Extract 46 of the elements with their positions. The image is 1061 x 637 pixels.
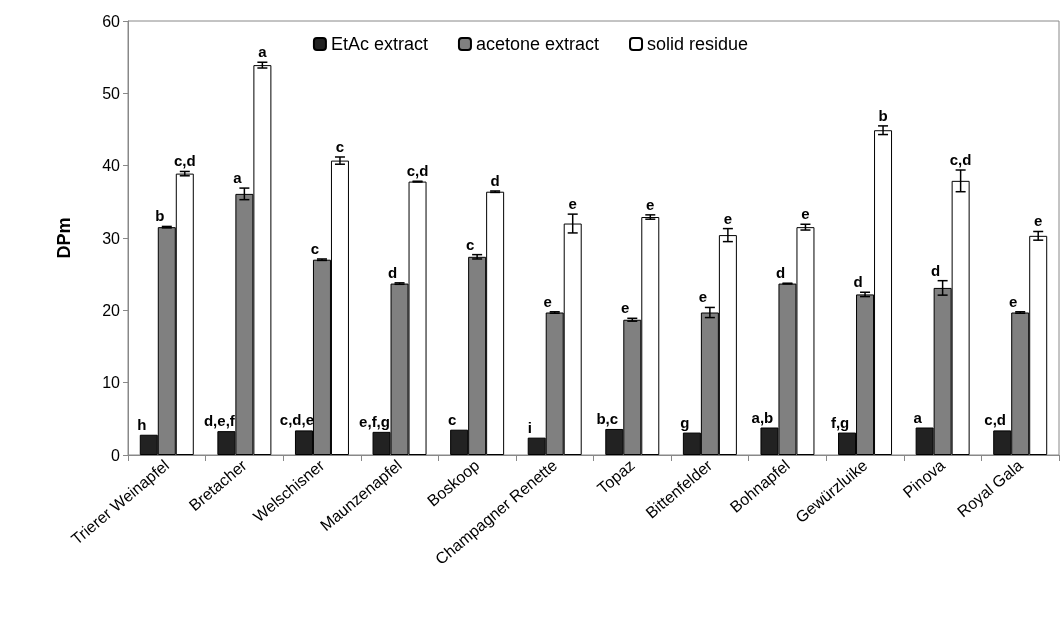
data-label: e [646, 195, 655, 213]
data-label: a [913, 408, 923, 426]
data-label: i [527, 418, 532, 436]
data-label: c [310, 239, 320, 257]
data-label: b [878, 106, 888, 124]
data-label: h [137, 415, 147, 433]
y-tick-label: 40 [102, 157, 121, 175]
data-label: c,d [949, 151, 972, 169]
data-label: a [233, 169, 243, 187]
legend-label: acetone extract [475, 34, 600, 54]
data-label: a [258, 43, 268, 61]
data-label: d [853, 273, 863, 291]
y-tick-label: 60 [102, 12, 121, 30]
y-tick-label: 30 [102, 229, 121, 247]
data-label: e [621, 299, 630, 317]
data-label: e [698, 288, 708, 306]
y-axis-title: DPm [54, 217, 74, 259]
y-tick-label: 50 [102, 84, 121, 102]
data-label: f,g [830, 413, 850, 431]
data-label: b [155, 207, 165, 225]
data-label: c,d [984, 411, 1007, 429]
y-tick-label: 0 [111, 446, 121, 464]
data-label: e,f,g [359, 412, 390, 430]
data-label: e [801, 205, 810, 223]
data-label: e [1034, 212, 1043, 230]
data-label: c,d [173, 152, 196, 170]
data-label: d,e,f [203, 412, 236, 430]
data-label: g [680, 413, 690, 431]
data-label: c [335, 137, 345, 155]
data-label: c [465, 235, 475, 253]
data-label: e [543, 292, 552, 310]
data-label: d [387, 263, 398, 281]
data-label: e [723, 209, 733, 227]
data-label: d [490, 171, 500, 189]
data-label: e [568, 195, 577, 213]
data-label: d [931, 261, 941, 279]
data-label: c [447, 410, 457, 428]
data-label: d [775, 264, 786, 282]
y-tick-label: 20 [102, 301, 121, 319]
legend-label: EtAc extract [330, 34, 428, 54]
data-label: e [1009, 292, 1018, 310]
data-label: c,d [406, 162, 429, 180]
y-tick-label: 10 [102, 374, 121, 392]
data-label: b,c [596, 409, 619, 427]
legend-label: solid residue [647, 34, 749, 54]
data-label: a,b [751, 408, 774, 426]
